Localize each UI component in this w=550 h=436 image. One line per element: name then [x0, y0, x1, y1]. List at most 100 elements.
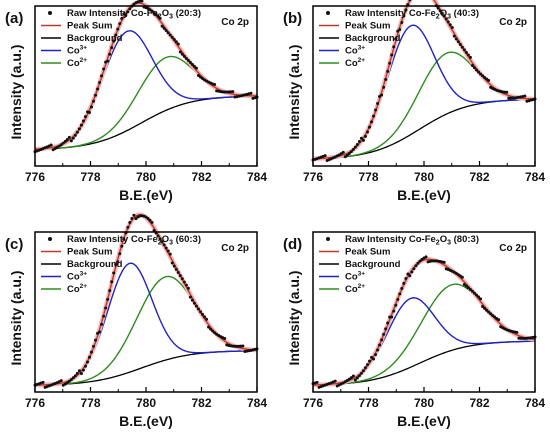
raw-point	[77, 127, 81, 131]
legend-raw-marker	[48, 11, 52, 15]
raw-point	[132, 213, 136, 217]
raw-point	[323, 154, 327, 158]
x-tick-label: 778	[80, 170, 100, 184]
raw-point	[357, 140, 361, 144]
raw-point	[402, 14, 406, 18]
raw-point	[156, 14, 160, 18]
raw-point	[378, 94, 382, 98]
raw-point	[368, 359, 372, 363]
raw-point	[182, 54, 186, 58]
raw-point	[472, 66, 476, 70]
raw-point	[416, 261, 420, 265]
raw-point	[160, 24, 164, 28]
legend-co2-label: Co2+	[345, 57, 365, 69]
raw-point	[59, 143, 63, 147]
raw-point	[388, 61, 392, 65]
raw-point	[404, 8, 408, 12]
raw-point	[112, 39, 116, 43]
raw-point	[120, 244, 124, 248]
raw-point	[178, 50, 182, 54]
raw-point	[110, 280, 114, 284]
legend-raw-label: Raw Intensity Co-Fe2O3 (40:3)	[345, 8, 479, 21]
raw-point	[353, 145, 357, 149]
raw-point	[390, 53, 394, 57]
raw-point	[196, 307, 200, 311]
raw-point	[479, 72, 483, 76]
raw-point	[414, 264, 418, 268]
legend-raw-marker	[326, 11, 330, 15]
raw-point	[186, 286, 190, 290]
raw-point	[468, 55, 472, 59]
raw-point	[349, 376, 353, 380]
background-line	[312, 340, 536, 386]
x-tick-label: 782	[191, 396, 211, 410]
x-tick-label: 780	[136, 170, 156, 184]
raw-point	[412, 267, 416, 271]
x-tick-label: 778	[358, 396, 378, 410]
co2-line	[34, 55, 258, 150]
raw-point	[174, 267, 178, 271]
raw-point	[194, 66, 198, 70]
raw-point	[487, 78, 491, 82]
raw-point	[384, 77, 388, 81]
legend: Raw Intensity Co-Fe2O3 (40:3)Peak SumBac…	[319, 8, 479, 69]
raw-point	[470, 64, 474, 68]
raw-point	[460, 45, 464, 49]
raw-point	[150, 220, 154, 224]
raw-point	[394, 37, 398, 41]
raw-point	[476, 295, 480, 299]
raw-point	[79, 123, 83, 127]
x-tick-label: 780	[414, 396, 434, 410]
raw-point	[164, 29, 168, 33]
raw-point	[81, 368, 85, 372]
raw-point	[472, 291, 476, 295]
y-axis-label: Intensity (a.u.)	[286, 45, 302, 140]
raw-point	[69, 139, 73, 143]
raw-point	[166, 249, 170, 253]
raw-point	[126, 225, 130, 229]
raw-point	[188, 61, 192, 65]
legend-peak-sum-label: Peak Sum	[345, 21, 390, 32]
raw-point	[100, 74, 104, 78]
raw-point	[94, 93, 98, 97]
raw-point	[211, 329, 215, 333]
legend: Raw Intensity Co-Fe2O3 (60:3)Peak SumBac…	[41, 234, 201, 295]
raw-point	[182, 280, 186, 284]
raw-point	[213, 83, 217, 87]
raw-point	[400, 20, 404, 24]
raw-point	[485, 308, 489, 312]
raw-point	[353, 378, 357, 382]
raw-point	[71, 376, 75, 380]
x-axis-label: B.E.(eV)	[397, 187, 451, 203]
raw-point	[442, 260, 446, 264]
raw-point	[94, 338, 98, 342]
raw-point	[365, 363, 369, 367]
raw-point	[468, 287, 472, 291]
raw-point	[192, 301, 196, 305]
raw-point	[357, 374, 361, 378]
raw-point	[479, 297, 483, 301]
raw-point	[124, 14, 128, 18]
legend-raw-prefix: Raw Intensity Co-Fe	[67, 234, 158, 245]
raw-point	[152, 11, 156, 15]
raw-point	[481, 74, 485, 78]
raw-point	[172, 38, 176, 42]
raw-point	[394, 303, 398, 307]
legend-raw-prefix: Raw Intensity Co-Fe	[345, 234, 436, 245]
raw-point	[456, 40, 460, 44]
raw-point	[77, 369, 81, 373]
raw-point	[382, 85, 386, 89]
legend-co3-label: Co3+	[67, 271, 87, 283]
raw-point	[128, 221, 132, 225]
raw-point	[351, 147, 355, 151]
raw-point	[372, 357, 376, 361]
background-line	[312, 98, 536, 160]
raw-point	[176, 42, 180, 46]
core-level-label: Co 2p	[221, 17, 249, 28]
raw-point	[400, 286, 404, 290]
x-axis-label: B.E.(eV)	[119, 187, 173, 203]
raw-point	[491, 313, 495, 317]
raw-point	[378, 343, 382, 347]
raw-point	[406, 272, 410, 276]
